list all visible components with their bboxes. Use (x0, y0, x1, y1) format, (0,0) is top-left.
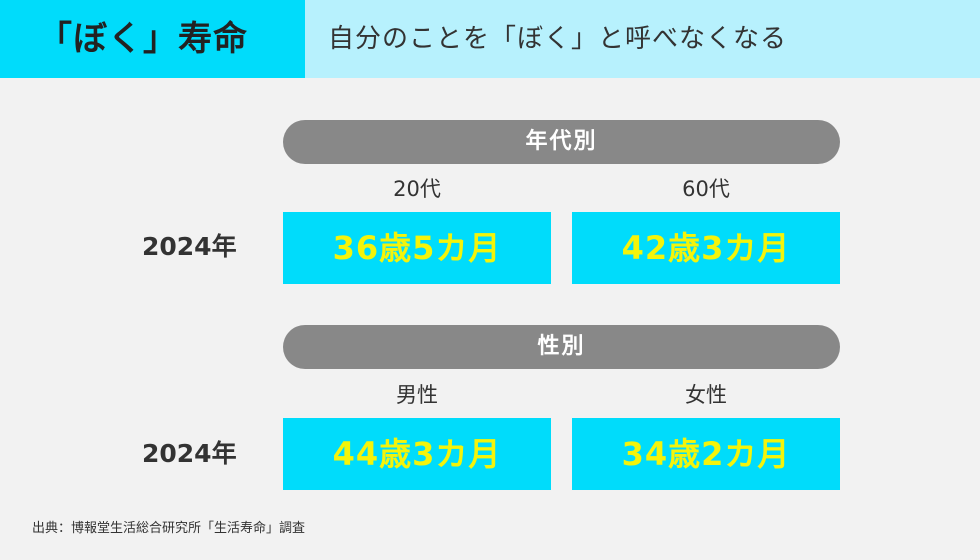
row-label-gender-year: 2024年 (142, 439, 237, 468)
value-box-female: 34歳2カ月 (572, 418, 840, 490)
value-box-20s: 36歳5カ月 (283, 212, 551, 284)
value-box-male: 44歳3カ月 (283, 418, 551, 490)
source-note: 出典：博報堂生活総合研究所「生活寿命」調査 (32, 521, 306, 536)
page-title: 「ぼく」寿命 (0, 0, 305, 78)
section-heading-gender: 性別 (283, 325, 840, 369)
value-box-60s: 42歳3カ月 (572, 212, 840, 284)
section-heading-age: 年代別 (283, 120, 840, 164)
row-label-age-year: 2024年 (142, 232, 237, 261)
header-bar: 「ぼく」寿命 自分のことを「ぼく」と呼べなくなる (0, 0, 980, 78)
column-label-20s: 20代 (393, 177, 441, 201)
page-subtitle: 自分のことを「ぼく」と呼べなくなる (328, 24, 788, 54)
column-label-female: 女性 (685, 383, 727, 407)
column-label-60s: 60代 (682, 177, 730, 201)
column-label-male: 男性 (396, 383, 438, 407)
